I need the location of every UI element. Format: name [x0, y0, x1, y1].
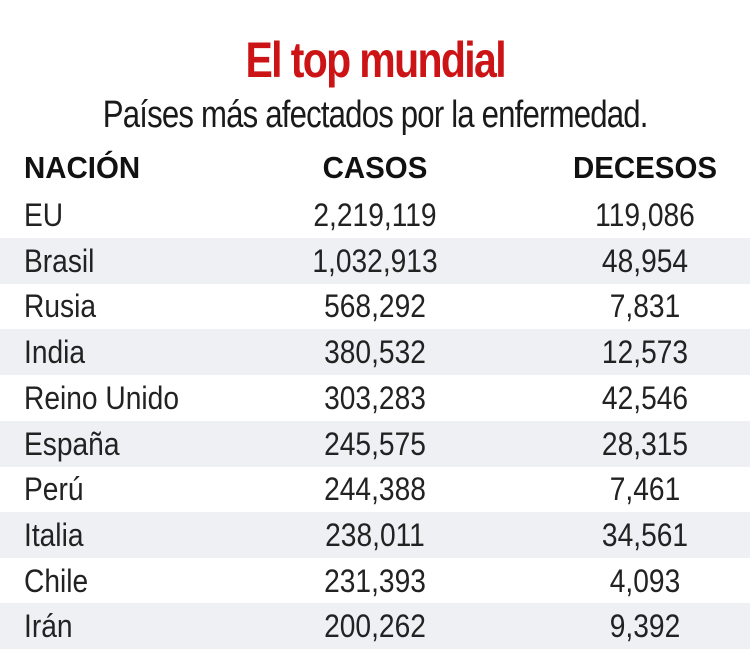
deaths-cell: 48,954 [601, 242, 689, 279]
column-header-nacion: NACIÓN [24, 150, 141, 185]
country-cell: Irán [24, 608, 73, 645]
deaths-cell: 119,086 [595, 197, 695, 233]
cases-cell: 231,393 [324, 562, 426, 599]
column-header-decesos: DECESOS [572, 150, 718, 185]
table-row: Irán 200,262 9,392 [0, 603, 750, 650]
chart-title: El top mundial [0, 30, 750, 90]
cases-cell: 568,292 [324, 288, 426, 325]
deaths-cell: 7,831 [609, 288, 681, 325]
table-row: Rusia 568,292 7,831 [0, 283, 750, 329]
deaths-cell: 34,561 [601, 516, 689, 553]
country-cell: India [24, 334, 86, 371]
column-header-casos: CASOS [322, 150, 428, 185]
chart-title-text: El top mundial [245, 32, 506, 88]
cases-cell: 1,032,913 [312, 242, 438, 279]
cases-cell: 2,219,119 [313, 197, 437, 233]
table-row: Perú 244,388 7,461 [0, 466, 750, 512]
deaths-cell: 9,392 [609, 608, 681, 645]
deaths-cell: 4,093 [609, 562, 681, 599]
deaths-cell: 12,573 [601, 334, 689, 371]
country-cell: Reino Unido [24, 379, 179, 416]
country-cell: Chile [24, 562, 89, 599]
cases-cell: 303,283 [324, 379, 426, 416]
country-cell: EU [24, 197, 64, 233]
country-cell: Italia [24, 516, 84, 553]
cases-cell: 380,532 [324, 334, 426, 371]
country-cell: Rusia [24, 288, 96, 325]
table-row: España 245,575 28,315 [0, 420, 750, 467]
cases-cell: 238,011 [325, 516, 425, 553]
deaths-cell: 42,546 [601, 379, 689, 416]
deaths-cell: 7,461 [609, 471, 681, 508]
table-row: India 380,532 12,573 [0, 329, 750, 376]
table-row: EU 2,219,119 119,086 [0, 192, 750, 238]
country-cell: Brasil [24, 242, 95, 279]
table-row: Reino Unido 303,283 42,546 [0, 375, 750, 421]
chart-subtitle: Países más afectados por la enfermedad. [0, 90, 750, 140]
deaths-cell: 28,315 [601, 425, 689, 462]
cases-cell: 245,575 [324, 425, 426, 462]
table-row: Brasil 1,032,913 48,954 [0, 237, 750, 284]
country-cell: Perú [24, 471, 84, 508]
country-cell: España [24, 425, 120, 462]
chart-subtitle-text: Países más afectados por la enfermedad. [102, 94, 649, 136]
cases-cell: 200,262 [324, 608, 426, 645]
table-header: NACIÓN CASOS DECESOS [0, 145, 750, 191]
cases-cell: 244,388 [324, 471, 426, 508]
table-row: Chile 231,393 4,093 [0, 558, 750, 604]
table-row: Italia 238,011 34,561 [0, 511, 750, 558]
